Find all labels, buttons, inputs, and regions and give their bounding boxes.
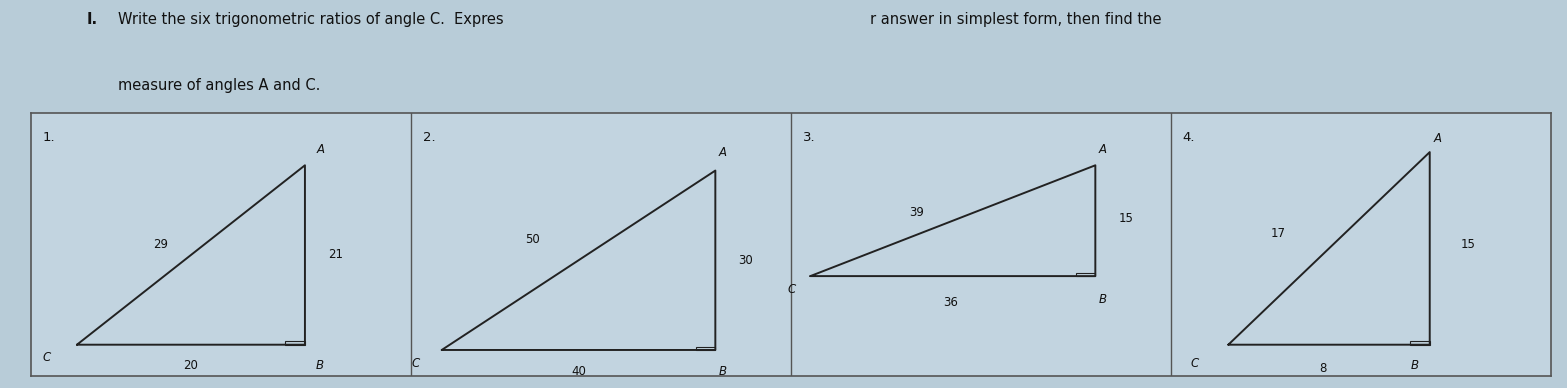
Text: Write the six trigonometric ratios of angle C.  Expres: Write the six trigonometric ratios of an… bbox=[118, 12, 503, 27]
Text: 29: 29 bbox=[154, 238, 168, 251]
Bar bbox=[696, 346, 716, 350]
Text: C: C bbox=[42, 352, 50, 364]
Text: C: C bbox=[411, 357, 420, 370]
Text: B: B bbox=[317, 359, 324, 372]
Text: A: A bbox=[719, 146, 727, 159]
Text: 15: 15 bbox=[1119, 211, 1133, 225]
Text: I.: I. bbox=[86, 12, 97, 27]
Text: 50: 50 bbox=[525, 233, 541, 246]
Bar bbox=[285, 341, 306, 345]
Text: A: A bbox=[317, 143, 324, 156]
Text: r answer in simplest form, then find the: r answer in simplest form, then find the bbox=[870, 12, 1161, 27]
Text: A: A bbox=[1434, 132, 1442, 146]
Text: B: B bbox=[1098, 293, 1106, 307]
Text: 8: 8 bbox=[1319, 362, 1327, 375]
Text: C: C bbox=[787, 283, 796, 296]
Text: 30: 30 bbox=[738, 254, 754, 267]
Bar bbox=[1075, 273, 1095, 276]
Text: B: B bbox=[719, 365, 727, 378]
Text: 4.: 4. bbox=[1183, 131, 1196, 144]
Text: 20: 20 bbox=[183, 359, 199, 372]
Text: 15: 15 bbox=[1460, 238, 1475, 251]
Text: B: B bbox=[1410, 359, 1418, 372]
Text: 2.: 2. bbox=[423, 131, 436, 144]
Text: 21: 21 bbox=[328, 248, 343, 262]
Text: 3.: 3. bbox=[802, 131, 815, 144]
Text: 40: 40 bbox=[570, 365, 586, 378]
Text: A: A bbox=[1098, 143, 1106, 156]
Text: 1.: 1. bbox=[42, 131, 55, 144]
Text: 39: 39 bbox=[909, 206, 925, 219]
Bar bbox=[1410, 341, 1429, 345]
Text: measure of angles A and C.: measure of angles A and C. bbox=[118, 78, 320, 93]
Text: 36: 36 bbox=[943, 296, 959, 309]
Text: 17: 17 bbox=[1271, 227, 1285, 241]
Text: C: C bbox=[1189, 357, 1199, 370]
